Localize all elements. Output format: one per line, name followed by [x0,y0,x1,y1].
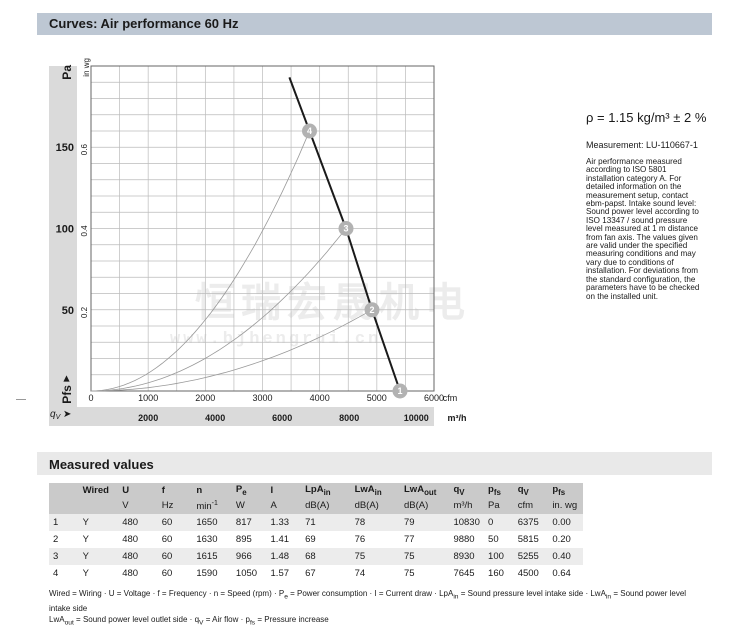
svg-text:2000: 2000 [195,393,215,403]
svg-text:4: 4 [307,126,312,136]
svg-text:0.2: 0.2 [80,306,89,318]
svg-text:4000: 4000 [205,413,225,423]
svg-text:0: 0 [88,393,93,403]
svg-text:50: 50 [62,305,74,317]
svg-text:0.4: 0.4 [80,225,89,237]
svg-text:6000: 6000 [272,413,292,423]
svg-text:150: 150 [56,142,74,154]
svg-text:cfm: cfm [443,393,458,403]
svg-text:1: 1 [397,386,402,396]
svg-text:3000: 3000 [252,393,272,403]
svg-text:1000: 1000 [138,393,158,403]
svg-text:100: 100 [56,224,74,236]
svg-text:8000: 8000 [339,413,359,423]
svg-text:2000: 2000 [138,413,158,423]
svg-text:10000: 10000 [404,413,429,423]
svg-text:4000: 4000 [310,393,330,403]
svg-text:5000: 5000 [367,393,387,403]
svg-text:0.6: 0.6 [80,144,89,156]
svg-text:2: 2 [369,305,374,315]
svg-text:3: 3 [343,224,348,234]
svg-text:m³/h: m³/h [448,413,467,423]
svg-text:6000: 6000 [424,393,444,403]
